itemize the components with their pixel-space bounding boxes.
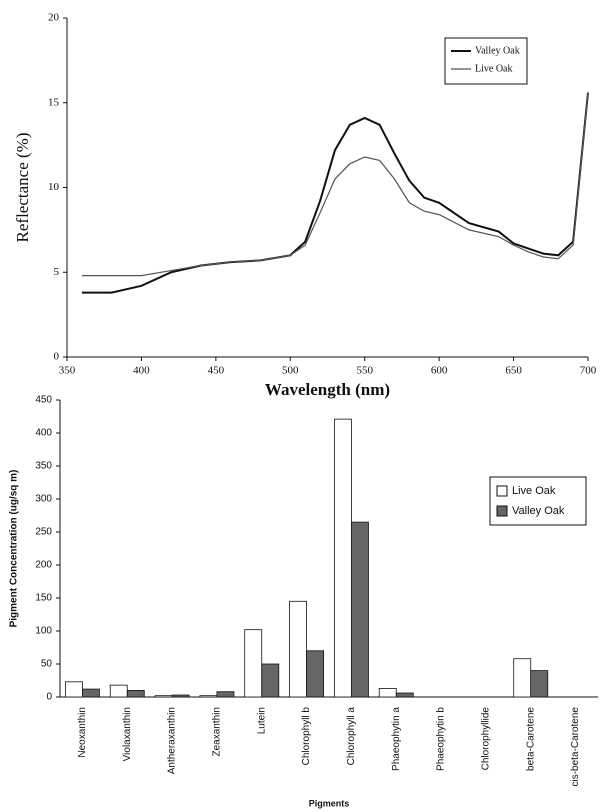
y-tick-label: 200 (35, 560, 52, 571)
x-tick-label: Chlorophyll b (301, 707, 312, 766)
y-tick-label: 20 (48, 12, 60, 24)
y-tick-label: 300 (35, 494, 52, 505)
bar (378, 688, 397, 698)
x-tick-label: 550 (356, 365, 373, 377)
x-tick-label: Antheraxanthin (167, 707, 178, 774)
bar (351, 521, 369, 698)
x-tick-label: Lutein (256, 707, 267, 734)
bar (109, 684, 128, 698)
y-tick-label: 350 (35, 461, 52, 472)
x-tick-label: 700 (580, 365, 597, 377)
bar (244, 629, 263, 698)
x-tick-label: beta-Carotene (525, 707, 536, 771)
y-axis-title: Pigment Concentration (ug/sq m) (9, 470, 20, 628)
x-tick-label: 350 (59, 365, 76, 377)
x-tick-label: 500 (282, 365, 299, 377)
y-tick-label: 250 (35, 527, 52, 538)
x-tick-label: cis-beta-Carotene (570, 707, 581, 787)
legend-label: Live Oak (512, 485, 556, 497)
legend-box (444, 37, 528, 85)
x-axis-title: Wavelength (nm) (265, 380, 390, 399)
bar (64, 681, 83, 698)
y-tick-label: 10 (48, 181, 60, 193)
bar (395, 692, 414, 698)
legend-label: Valley Oak (475, 45, 520, 56)
line (81, 92, 589, 277)
y-tick-label: 15 (48, 96, 60, 108)
y-tick-label: 5 (54, 266, 60, 278)
y-tick-label: 0 (46, 692, 52, 703)
y-tick-label: 150 (35, 593, 52, 604)
legend-label: Valley Oak (512, 505, 565, 517)
y-tick-label: 0 (54, 351, 60, 363)
bar (82, 688, 100, 698)
x-tick-label: Chlorophyllide (481, 707, 492, 771)
x-tick-label: 450 (208, 365, 225, 377)
bar (333, 418, 352, 698)
bar (199, 695, 218, 698)
x-tick-label: 400 (133, 365, 150, 377)
x-axis-title: Pigments (309, 798, 350, 808)
y-tick-label: 100 (35, 626, 52, 637)
legend-swatch (496, 505, 508, 517)
legend-swatch (496, 485, 508, 497)
bar (216, 691, 235, 698)
y-tick-label: 400 (35, 428, 52, 439)
x-tick-label: Zeaxanthin (212, 707, 223, 756)
bar (306, 650, 325, 698)
bar (154, 695, 173, 698)
bar (513, 658, 532, 698)
x-tick-label: 650 (505, 365, 522, 377)
x-tick-label: 600 (431, 365, 448, 377)
x-tick-label: Violaxanthin (122, 707, 133, 761)
y-axis-title: Reflectance (%) (13, 133, 32, 243)
y-tick-label: 450 (35, 395, 52, 406)
line (81, 92, 589, 294)
x-tick-label: Neoxanthin (77, 707, 88, 758)
bar (261, 663, 280, 698)
x-tick-label: Chlorophyll a (346, 707, 357, 766)
legend-label: Live Oak (475, 63, 513, 74)
bar (289, 600, 307, 698)
bar (171, 694, 190, 698)
bar (530, 670, 549, 698)
y-tick-label: 50 (41, 659, 53, 670)
x-tick-label: Phaeophytin b (436, 707, 447, 771)
bar (126, 690, 145, 698)
legend-box (489, 476, 587, 526)
x-tick-label: Phaeophytin a (391, 707, 402, 771)
